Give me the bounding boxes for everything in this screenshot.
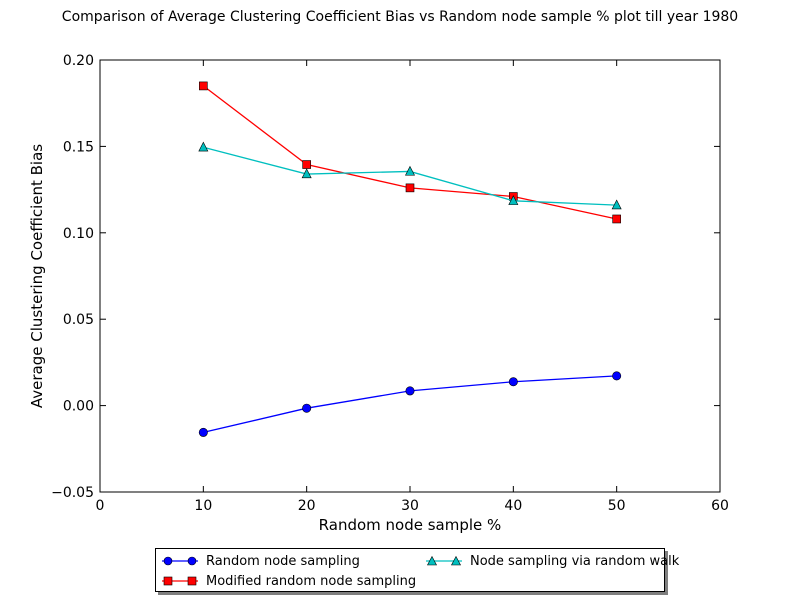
data-point <box>302 403 312 413</box>
legend-label: Random node sampling <box>206 553 360 569</box>
y-tick-label: 0.15 <box>63 139 94 155</box>
x-tick-label: 60 <box>711 498 729 514</box>
x-tick-label: 0 <box>96 498 105 514</box>
x-tick-label: 30 <box>401 498 419 514</box>
series-line <box>203 375 617 434</box>
legend-swatch-triangle <box>426 555 462 566</box>
y-axis-label: Average Clustering Coefficient Bias <box>28 144 46 408</box>
x-tick-label: 20 <box>298 498 316 514</box>
x-tick-label: 50 <box>608 498 626 514</box>
data-point <box>405 183 415 193</box>
data-point <box>508 377 518 387</box>
x-axis-label: Random node sample % <box>319 516 502 534</box>
data-point <box>405 386 415 396</box>
data-point <box>612 371 622 381</box>
data-point <box>611 199 622 210</box>
data-point <box>198 141 209 152</box>
data-point <box>508 195 519 205</box>
legend: Random node sampling Modified random nod… <box>155 548 679 592</box>
data-point <box>198 427 208 437</box>
series-line <box>202 85 617 220</box>
y-tick-label: 0.05 <box>63 312 94 328</box>
data-point <box>199 81 208 91</box>
plot-area <box>99 59 721 493</box>
data-point <box>302 160 311 169</box>
y-tick-label: 0.00 <box>63 399 94 415</box>
y-tick-label: 0.10 <box>63 226 94 242</box>
series-circle <box>198 371 622 437</box>
chart-title: Comparison of Average Clustering Coeffic… <box>61 9 739 25</box>
legend-swatch-square <box>162 576 198 586</box>
series-line <box>203 146 617 206</box>
x-tick-label: 10 <box>194 498 212 514</box>
x-tick-label: 40 <box>504 498 522 514</box>
legend-swatch-circle <box>162 556 198 566</box>
series-square <box>199 81 621 224</box>
y-tick-label: 0.20 <box>63 53 94 69</box>
data-point <box>301 168 312 179</box>
data-point <box>612 214 621 224</box>
legend-item-random-node-sampling: Random node sampling <box>160 552 360 570</box>
data-point <box>405 165 415 176</box>
series-triangle <box>198 141 622 210</box>
legend-item-modified-random-node-sampling: Modified random node sampling <box>160 572 416 590</box>
legend-label: Modified random node sampling <box>206 573 417 589</box>
legend-item-node-sampling-via-random-walk: Node sampling via random walk <box>424 552 679 570</box>
y-tick-label: −0.05 <box>51 485 94 501</box>
legend-label: Node sampling via random walk <box>470 553 680 569</box>
